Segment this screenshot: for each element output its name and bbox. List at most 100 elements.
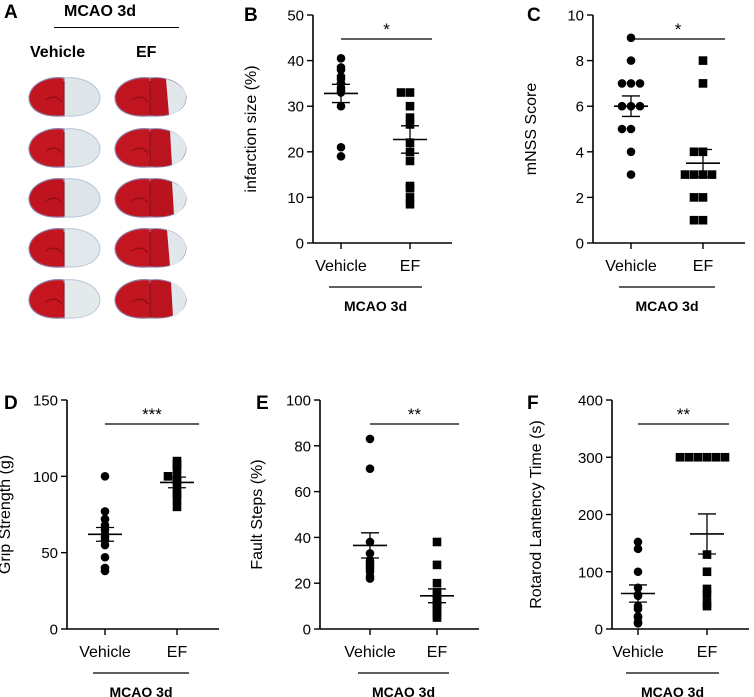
data-point [100,552,110,562]
brain-section-image [28,228,101,268]
data-point [689,215,699,225]
series-vehicle [353,434,387,583]
data-point [100,566,110,576]
group-label: MCAO 3d [110,684,173,697]
series-vehicle [621,537,655,628]
data-point [702,590,712,599]
data-point [635,79,645,88]
panel-a-title: MCAO 3d [64,3,136,20]
x-tick-label: Vehicle [612,644,664,661]
data-point [100,472,110,481]
panel-a-label: A [4,2,18,23]
data-point [405,113,415,122]
y-tick-label: 2 [576,190,584,207]
brain-section-image [114,128,187,168]
y-tick-label: 60 [294,484,311,501]
data-point [702,584,712,594]
data-point [711,452,721,462]
data-point [405,183,415,193]
x-tick-label: Vehicle [605,258,657,275]
x-tick-label: Vehicle [315,258,367,275]
y-tick-label: 100 [578,564,603,581]
significance-label: ** [677,405,691,424]
series-vehicle [614,33,648,179]
data-point [172,490,182,499]
chart-panel-e: E 0 20 40 60 80 100 Fault Steps (%) Vehicle EF MCA… [249,393,479,697]
data-point [100,514,110,524]
chart-panel-d: D 0 50 100 150 Grip Strength (g) Vehicle EF MCAO… [0,393,219,697]
brain-section [28,277,101,320]
data-point [626,170,636,179]
data-point [707,170,717,179]
data-point [633,618,643,628]
y-axis-label: Grip Strength (g) [0,455,14,574]
brain-section [114,277,187,320]
y-tick-label: 40 [287,53,304,70]
data-point [336,101,346,111]
y-tick-label: 10 [567,8,584,25]
x-tick-label: Vehicle [344,644,396,661]
y-tick-label: 30 [287,99,304,116]
group-label: MCAO 3d [344,298,407,314]
data-point [689,193,699,202]
data-point [689,170,699,179]
x-tick-label: EF [697,644,718,661]
data-point [626,147,636,157]
data-point [405,199,415,209]
brain-section-image [114,77,187,117]
y-tick-label: 4 [576,144,584,161]
data-point [405,193,415,202]
series-ef [420,537,454,622]
y-tick-label: 0 [296,236,304,253]
brain-section [28,126,101,169]
y-tick-label: 150 [33,393,58,410]
data-point [405,101,415,111]
chart-panel-f: F 0 100 200 300 400 Rotarod Lantency Time (s) V… [527,393,749,697]
data-point [702,452,712,462]
group-label: MCAO 3d [641,684,704,697]
data-point [720,452,730,462]
data-point [365,464,375,474]
data-point [633,604,643,614]
x-tick-label: EF [167,644,188,661]
data-point [633,544,643,554]
y-tick-label: 200 [578,507,603,524]
series-ef [675,452,730,611]
brain-section [28,176,101,219]
panel-a-vehicle-label: Vehicle [30,44,86,61]
series-vehicle [324,54,358,161]
data-point [702,567,712,577]
data-point [626,33,636,43]
y-tick-label: 50 [41,545,58,562]
y-tick-label: 100 [286,393,311,410]
data-point [702,601,712,611]
data-point [698,215,708,225]
y-tick-label: 40 [294,530,311,547]
data-point [336,54,346,63]
significance-label: * [383,20,390,39]
y-tick-label: 0 [50,622,58,639]
y-tick-label: 0 [576,236,584,253]
panel-label: C [527,5,541,26]
y-axis-label: infarction size (%) [243,65,260,192]
panel-label: B [244,5,258,26]
brain-section [28,226,101,269]
y-tick-label: 50 [287,8,304,25]
data-point [336,152,346,161]
data-point [172,494,182,504]
panel-label: E [256,393,269,414]
data-point [633,567,643,577]
data-point [675,452,685,462]
data-point [693,452,703,462]
data-point [432,606,442,615]
brain-section-image [28,279,101,319]
data-point [633,537,643,547]
panel-label: F [527,393,539,414]
data-point [684,452,694,462]
data-point [432,537,442,547]
y-tick-label: 0 [303,622,311,639]
brain-section [114,75,187,118]
data-point [405,88,415,97]
y-tick-label: 20 [294,576,311,593]
